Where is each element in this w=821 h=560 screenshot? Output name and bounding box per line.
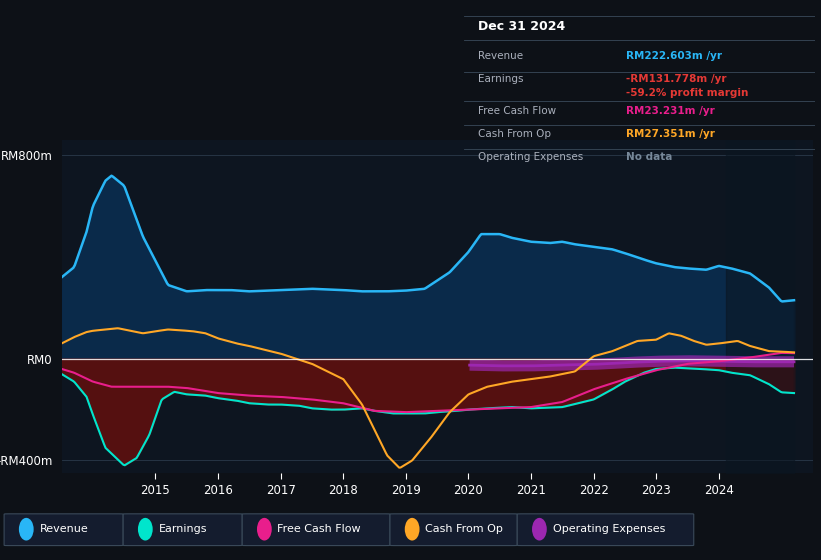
Ellipse shape	[138, 518, 153, 540]
Ellipse shape	[257, 518, 272, 540]
Text: Dec 31 2024: Dec 31 2024	[478, 20, 565, 32]
Ellipse shape	[19, 518, 34, 540]
FancyBboxPatch shape	[4, 514, 123, 545]
Text: Operating Expenses: Operating Expenses	[478, 152, 583, 162]
Ellipse shape	[405, 518, 420, 540]
Text: RM27.351m /yr: RM27.351m /yr	[626, 129, 714, 139]
FancyBboxPatch shape	[517, 514, 694, 545]
FancyBboxPatch shape	[242, 514, 390, 545]
Text: Operating Expenses: Operating Expenses	[553, 524, 665, 534]
Text: Free Cash Flow: Free Cash Flow	[478, 105, 556, 115]
Ellipse shape	[532, 518, 547, 540]
Text: Free Cash Flow: Free Cash Flow	[277, 524, 361, 534]
Text: RM23.231m /yr: RM23.231m /yr	[626, 105, 714, 115]
Text: Revenue: Revenue	[39, 524, 88, 534]
Text: Earnings: Earnings	[158, 524, 207, 534]
Text: Earnings: Earnings	[478, 73, 524, 83]
Text: Cash From Op: Cash From Op	[425, 524, 503, 534]
Text: -RM131.778m /yr: -RM131.778m /yr	[626, 73, 726, 83]
FancyBboxPatch shape	[390, 514, 517, 545]
Text: RM222.603m /yr: RM222.603m /yr	[626, 52, 722, 61]
Text: No data: No data	[626, 152, 672, 162]
Text: Revenue: Revenue	[478, 52, 523, 61]
FancyBboxPatch shape	[123, 514, 242, 545]
Text: -59.2% profit margin: -59.2% profit margin	[626, 88, 748, 98]
Text: Cash From Op: Cash From Op	[478, 129, 551, 139]
